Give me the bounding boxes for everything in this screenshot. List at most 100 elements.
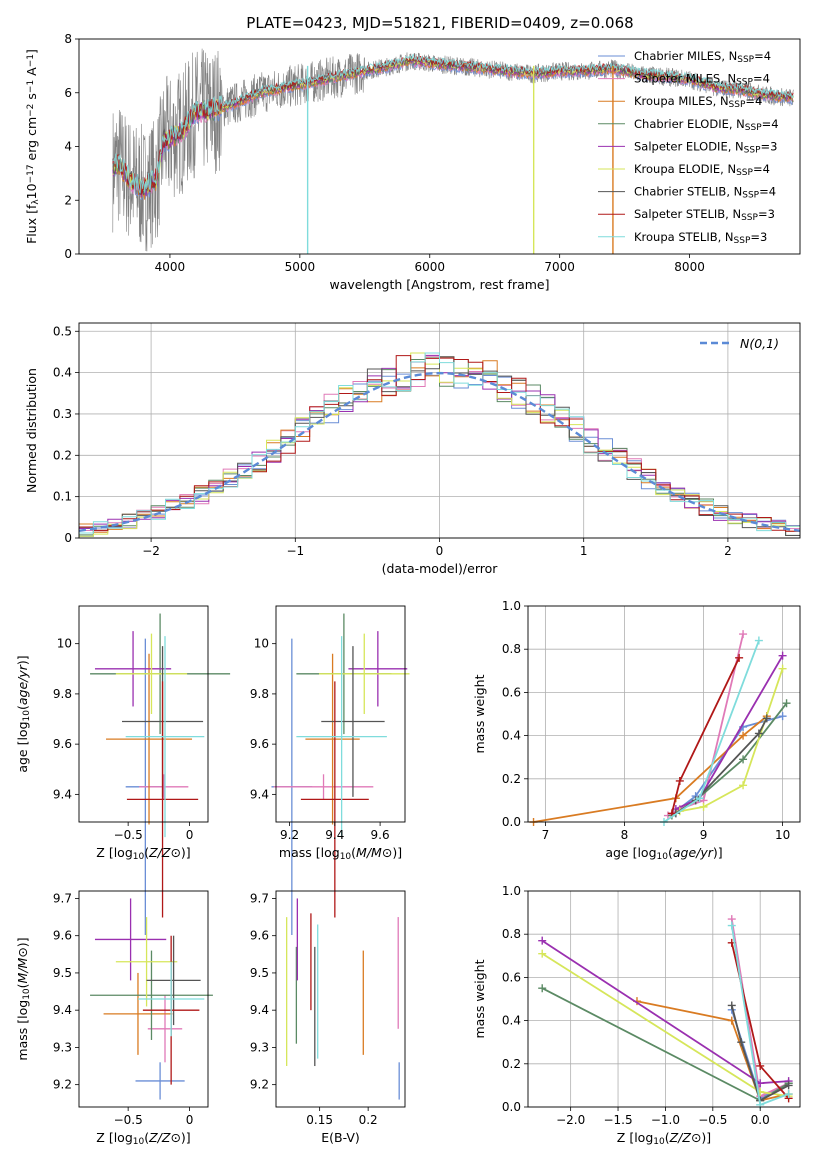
label-part: 10 (24, 183, 39, 199)
y-tick-label: 0.0 (502, 1100, 521, 1114)
x-tick-label: 10 (775, 828, 790, 842)
plot-area (538, 915, 793, 1109)
label-part: mass weight (472, 674, 487, 753)
label-part: age [log (15, 721, 30, 772)
y-tick-label: 1.0 (502, 599, 521, 613)
weight-marker (739, 731, 748, 740)
label-part: Chabrier MILES, N (634, 49, 737, 63)
y-tick-label: 4 (64, 140, 72, 154)
weight-marker (778, 664, 787, 673)
label-part: SSP (742, 191, 759, 201)
x-axis-label: mass [log10(M/M⊙)] (279, 845, 402, 862)
label-part: Z/Z⊙ (148, 1130, 181, 1145)
label-part: 10 (340, 852, 352, 862)
x-tick-label: −1.5 (603, 1113, 632, 1127)
y-tick-label: 0.2 (53, 448, 72, 462)
y-tick-label: 9.6 (250, 737, 269, 751)
y-tick-label: 10 (254, 637, 269, 651)
y-tick-label: 9.5 (250, 966, 269, 980)
y-tick-label: 2 (64, 193, 72, 207)
y-tick-label: 9.8 (53, 687, 72, 701)
x-tick-label: 0.0 (751, 1113, 770, 1127)
weight-marker (727, 1001, 736, 1010)
y-tick-label: 10 (57, 637, 72, 651)
weight-marker (727, 1016, 736, 1025)
x-tick-label: 7 (542, 828, 550, 842)
legend-entry: Kroupa ELODIE, NSSP=4 (634, 162, 770, 178)
label-part: wavelength [Angstrom, rest frame] (329, 277, 549, 292)
x-tick-label: 9.6 (371, 828, 390, 842)
y-tick-label: 9.4 (250, 787, 269, 801)
label-part: −2 (26, 104, 36, 117)
y-tick-label: 9.4 (53, 1003, 72, 1017)
x-tick-label: 0 (436, 544, 444, 558)
weight-marker (739, 630, 748, 639)
y-tick-label: 0.1 (53, 490, 72, 504)
y-axis-label: Normed distribution (24, 368, 39, 493)
label-part: ( (15, 705, 30, 710)
weight-marker (784, 1081, 793, 1090)
y-tick-label: 9.3 (250, 1040, 269, 1054)
weight-line (663, 640, 760, 823)
weight-marker (538, 984, 547, 993)
weight-marker (782, 699, 791, 708)
z-mass-panel: −0.5 09.29.39.49.59.69.7Z [log10(Z/Z⊙)]ma… (15, 890, 213, 1147)
label-part: Chabrier ELODIE, N (634, 117, 745, 131)
weight-marker (784, 1090, 793, 1099)
label-part: Chabrier STELIB, N (634, 185, 742, 199)
axes-frame (275, 890, 406, 1108)
ebv-mass-panel: 0.15 0.2 9.2 9.3 9.4 9.5 9.6 9.7 E(B-V) (250, 890, 406, 1145)
label-part: )] (181, 845, 191, 860)
label-part: Normed distribution (24, 368, 39, 493)
x-tick-label: 0.2 (359, 1113, 378, 1127)
y-tick-label: 0 (64, 531, 72, 545)
y-tick-label: 9.7 (53, 891, 72, 905)
axes-frame (78, 605, 209, 823)
label-part: SSP (737, 55, 754, 65)
label-part: ( (665, 1130, 670, 1145)
axes-frame (78, 890, 209, 1108)
weight-marker (739, 755, 748, 764)
y-tick-label: 0.2 (502, 772, 521, 786)
x-axis-label: Z [log10(Z/Z⊙)] (96, 1130, 190, 1147)
label-part: ] (24, 49, 39, 54)
model-spectrum (112, 54, 794, 194)
label-part: M/M⊙ (15, 947, 30, 983)
legend-entry: Chabrier STELIB, NSSP=4 (634, 185, 776, 201)
plot-area (112, 48, 794, 254)
spectrum-panel: 4000 5000 6000 7000 8000 0 2 4 6 8 wavelength [Ang… (24, 32, 801, 292)
axes: −2 −1 0 1 2 0 0.1 0.2 0.3 0.4 0.5 (data-model)/erro… (24, 322, 801, 576)
x-tick-label: −2.0 (556, 1113, 585, 1127)
y-tick-label: 0.4 (502, 729, 521, 743)
label-part: )] (15, 937, 30, 947)
y-tick-label: 0.2 (502, 1057, 521, 1071)
x-axis-label: Z [log10(Z/Z⊙)] (617, 1130, 711, 1147)
label-part: =4 (762, 117, 779, 131)
label-part: ( (668, 845, 673, 860)
weight-line (533, 715, 768, 823)
x-tick-label: −0.5 (114, 1113, 143, 1127)
legend-entry: N(0,1) (740, 336, 779, 351)
x-tick-label: 0 (186, 828, 194, 842)
x-axis-label: E(B-V) (321, 1130, 360, 1145)
axes: 4000 5000 6000 7000 8000 0 2 4 6 8 wavelength [Ang… (24, 32, 801, 292)
y-tick-label: 6 (64, 86, 72, 100)
y-axis-label: Flux [fλ10−17 erg cm−2 s−1 A−1] (24, 49, 41, 244)
label-part: =4 (753, 162, 770, 176)
y-tick-label: 0.6 (502, 685, 521, 699)
label-part: =4 (753, 72, 770, 86)
plot-area (286, 898, 400, 1100)
label-part: Kroupa STELIB, N (634, 230, 734, 244)
label-part: 10 (653, 1137, 665, 1147)
label-part: Salpeter ELODIE, N (634, 139, 744, 153)
label-part: SSP (736, 168, 753, 178)
label-part: =4 (754, 49, 771, 63)
label-part: SSP (734, 236, 751, 246)
plot-area (79, 352, 800, 537)
weight-line (636, 1000, 789, 1102)
label-part: Z/Z⊙ (669, 1130, 702, 1145)
y-axis-label: mass weight (472, 959, 487, 1038)
label-part: )] (392, 845, 402, 860)
x-tick-label: −1 (286, 544, 304, 558)
